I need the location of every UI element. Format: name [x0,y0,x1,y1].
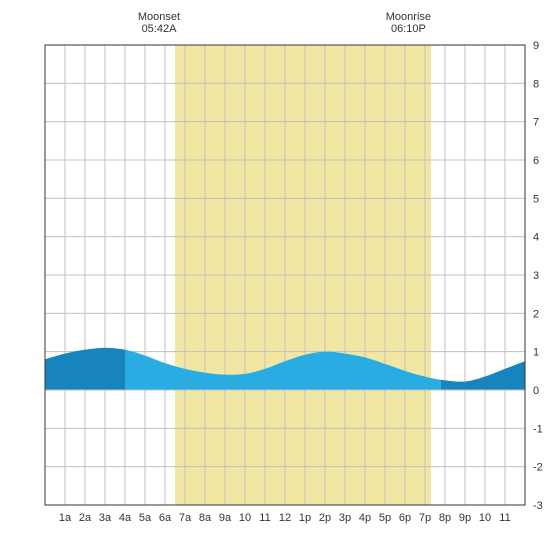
moonset-time: 05:42A [119,23,199,35]
svg-text:8: 8 [533,78,539,90]
svg-text:1p: 1p [299,512,311,524]
svg-text:7a: 7a [179,512,192,524]
moonset-annotation: Moonset05:42A [119,11,199,35]
svg-text:5p: 5p [379,512,391,524]
svg-text:10: 10 [239,512,251,524]
svg-text:3: 3 [533,270,539,282]
svg-text:-1: -1 [533,423,543,435]
svg-text:9: 9 [533,40,539,52]
svg-text:2a: 2a [79,512,92,524]
svg-text:1a: 1a [59,512,72,524]
moonrise-label: Moonrise [386,11,431,23]
svg-text:8a: 8a [199,512,212,524]
svg-text:4p: 4p [359,512,371,524]
svg-text:6a: 6a [159,512,172,524]
moonrise-time: 06:10P [368,23,448,35]
svg-text:4a: 4a [119,512,132,524]
chart-canvas: -3-2-101234567891a2a3a4a5a6a7a8a9a101112… [5,5,545,545]
moonset-label: Moonset [138,11,180,23]
svg-text:5a: 5a [139,512,152,524]
svg-text:6: 6 [533,155,539,167]
svg-text:-2: -2 [533,462,543,474]
svg-text:11: 11 [499,512,510,524]
svg-text:8p: 8p [439,512,451,524]
tide-chart: -3-2-101234567891a2a3a4a5a6a7a8a9a101112… [5,5,545,545]
svg-text:0: 0 [533,385,539,397]
svg-text:10: 10 [479,512,491,524]
svg-text:7p: 7p [419,512,431,524]
svg-text:3a: 3a [99,512,112,524]
svg-text:-3: -3 [533,500,543,512]
svg-text:9a: 9a [219,512,232,524]
svg-text:2: 2 [533,308,539,320]
svg-text:11: 11 [259,512,270,524]
svg-text:5: 5 [533,193,539,205]
svg-text:9p: 9p [459,512,471,524]
svg-text:4: 4 [533,232,539,244]
svg-text:3p: 3p [339,512,351,524]
svg-text:2p: 2p [319,512,331,524]
svg-text:12: 12 [279,512,291,524]
svg-text:7: 7 [533,117,539,129]
svg-text:6p: 6p [399,512,411,524]
svg-text:1: 1 [533,347,539,359]
moonrise-annotation: Moonrise06:10P [368,11,448,35]
